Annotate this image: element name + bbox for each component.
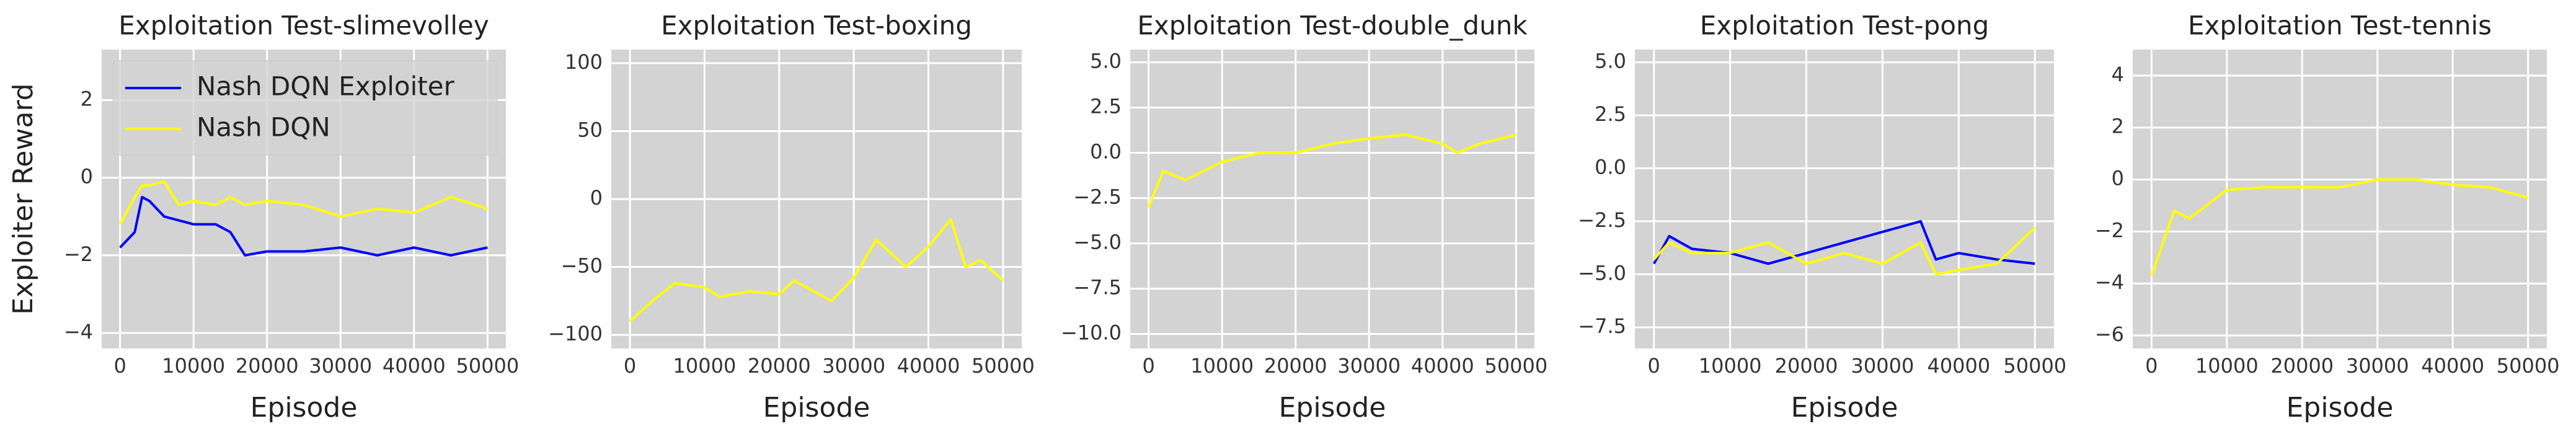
- y-axis-label: Exploiter Reward: [7, 83, 39, 314]
- x-tick-label: 20000: [1264, 354, 1327, 378]
- x-tick-label: 20000: [2270, 354, 2334, 378]
- x-tick-label: 40000: [897, 354, 960, 378]
- x-tick-label: 10000: [1190, 354, 1254, 378]
- x-tick-label: 30000: [2346, 354, 2409, 378]
- subplot-title: Exploitation Test-pong: [1700, 11, 1990, 41]
- y-tick-label: −50: [560, 254, 603, 278]
- x-tick-label: 10000: [162, 354, 225, 378]
- x-tick-label: 50000: [2003, 354, 2066, 378]
- y-tick-label: 4: [2112, 63, 2124, 86]
- y-tick-label: −4: [64, 320, 93, 344]
- y-tick-label: −2.5: [1073, 185, 1122, 209]
- series-line: [118, 180, 488, 225]
- x-tick-label: 40000: [383, 354, 446, 378]
- legend-label: Nash DQN Exploiter: [197, 71, 455, 102]
- subplot: −100 −50 0 50 100 0 10000 20000 30000 40000 50000 E…: [548, 11, 1035, 424]
- x-tick-label: 0: [1648, 354, 1660, 378]
- x-tick-label: 30000: [1337, 354, 1401, 378]
- y-tick-label: −7.5: [1578, 314, 1626, 338]
- x-tick-label: 20000: [1775, 354, 1838, 378]
- series-line: [119, 195, 488, 257]
- x-tick-label: 50000: [456, 354, 519, 378]
- x-tick-label: 30000: [1851, 354, 1914, 378]
- y-tick-label: −2: [64, 242, 93, 266]
- x-tick-label: 30000: [309, 354, 372, 378]
- y-tick-label: 2.5: [1595, 102, 1626, 126]
- x-axis-label: Episode: [2286, 392, 2394, 423]
- subplot: −10.0 −7.5 −5.0 −2.5 0.0 2.5 5.0 0 10000 20000 300…: [1061, 11, 1547, 424]
- x-tick-label: 40000: [1411, 354, 1474, 378]
- y-tick-label: −5.0: [1073, 231, 1122, 254]
- x-tick-label: 0: [624, 354, 636, 378]
- series-line: [629, 218, 1004, 322]
- y-tick-label: −2: [2095, 218, 2124, 242]
- y-tick-label: 50: [577, 118, 603, 141]
- x-tick-label: 0: [1142, 354, 1154, 378]
- y-tick-label: 0.0: [1090, 140, 1122, 164]
- y-tick-label: −4: [2095, 270, 2124, 294]
- series-line: [1653, 226, 2036, 276]
- subplot-title: Exploitation Test-tennis: [2188, 11, 2492, 41]
- x-tick-label: 50000: [2497, 354, 2560, 378]
- x-tick-label: 30000: [822, 354, 885, 378]
- y-tick-label: −6: [2095, 322, 2124, 346]
- x-axis-label: Episode: [1279, 392, 1386, 423]
- x-tick-label: 0: [113, 354, 126, 378]
- x-tick-label: 50000: [972, 354, 1035, 378]
- x-axis-label: Episode: [763, 392, 870, 423]
- x-tick-label: 10000: [673, 354, 737, 378]
- y-tick-label: −100: [548, 322, 603, 345]
- x-tick-label: 40000: [1927, 354, 1990, 378]
- y-tick-label: 2: [2112, 115, 2124, 138]
- y-tick-label: 100: [565, 50, 603, 74]
- subplot: −4 −2 0 2 0 10000 20000 30000 40000 50000 Exploita…: [7, 11, 519, 424]
- x-axis-label: Episode: [250, 392, 358, 423]
- y-tick-label: 2: [81, 87, 93, 110]
- plot-area: [1635, 50, 2054, 348]
- y-tick-label: 0: [2112, 167, 2124, 190]
- x-axis-label: Episode: [1791, 392, 1898, 423]
- y-tick-label: −10.0: [1061, 321, 1122, 345]
- x-tick-label: 10000: [1699, 354, 1762, 378]
- x-tick-label: 20000: [236, 354, 299, 378]
- subplot-title: Exploitation Test-double_dunk: [1137, 11, 1528, 41]
- y-tick-label: −5.0: [1578, 261, 1626, 285]
- series-line: [2150, 178, 2529, 277]
- x-tick-label: 40000: [2421, 354, 2484, 378]
- y-tick-label: 0.0: [1595, 155, 1626, 179]
- x-tick-label: 10000: [2195, 354, 2259, 378]
- y-tick-label: 2.5: [1090, 94, 1122, 118]
- series-line: [1652, 220, 2035, 265]
- x-tick-label: 50000: [1484, 354, 1547, 378]
- x-tick-label: 20000: [748, 354, 811, 378]
- legend-box: [112, 60, 498, 156]
- y-tick-label: 5.0: [1595, 50, 1626, 73]
- y-tick-label: 5.0: [1090, 49, 1122, 73]
- y-tick-label: −7.5: [1073, 276, 1122, 299]
- x-tick-label: 0: [2145, 354, 2158, 378]
- subplot-title: Exploitation Test-boxing: [661, 11, 972, 41]
- legend-label: Nash DQN: [197, 112, 330, 143]
- subplot: −7.5 −5.0 −2.5 0.0 2.5 5.0 0 10000 20000 30000 400…: [1578, 11, 2066, 424]
- y-tick-label: 0: [81, 165, 93, 188]
- y-tick-label: −2.5: [1578, 208, 1626, 232]
- plot-area: [2133, 50, 2547, 348]
- y-tick-label: 0: [590, 186, 603, 210]
- series-line: [1147, 133, 1516, 208]
- subplot: −6 −4 −2 0 2 4 0 10000 20000 30000 40000 50000 Explo…: [2095, 11, 2560, 424]
- subplot-title: Exploitation Test-slimevolley: [118, 11, 489, 41]
